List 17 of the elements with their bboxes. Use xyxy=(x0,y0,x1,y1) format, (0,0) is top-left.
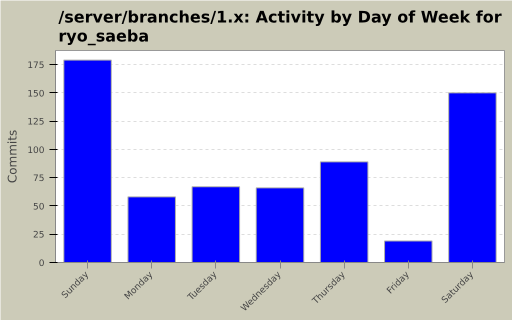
bar xyxy=(384,240,433,262)
bar xyxy=(256,187,304,262)
chart-title: /server/branches/1.x: Activity by Day of Week for ryo_saeba xyxy=(58,8,502,46)
y-tick-label: 175 xyxy=(27,61,45,72)
y-tick-label: 25 xyxy=(33,230,44,241)
bar xyxy=(448,92,497,262)
y-tick-label: 50 xyxy=(33,202,45,212)
y-tick-label: 0 xyxy=(38,259,45,269)
y-tick-label: 150 xyxy=(27,89,45,100)
bar xyxy=(63,60,112,262)
y-axis-title: Commits xyxy=(5,130,20,184)
y-tick-label: 75 xyxy=(33,174,44,184)
bar xyxy=(127,196,176,262)
bar xyxy=(192,186,240,262)
y-tick-label: 125 xyxy=(27,118,45,128)
bar xyxy=(320,161,368,262)
y-tick-label: 100 xyxy=(27,146,45,156)
